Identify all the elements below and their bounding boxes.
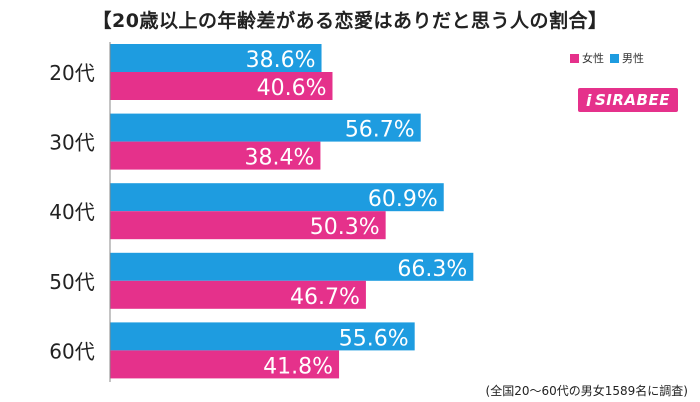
bar-male-1 [110, 113, 421, 142]
sirabee-logo: i SIRABEE [578, 88, 678, 112]
category-label-4: 60代 [49, 339, 94, 363]
category-label-2: 40代 [49, 200, 94, 224]
legend-label-male: 男性 [622, 52, 644, 65]
bar-male-0 [110, 44, 322, 72]
bar-female-4 [110, 350, 340, 379]
legend-item-female: 女性 [570, 50, 604, 66]
data-label-male-1: 56.7% [345, 118, 415, 143]
bar-female-1 [110, 141, 321, 170]
category-label-0: 20代 [49, 61, 94, 85]
logo-text: SIRABEE [595, 91, 670, 109]
chart-title: 【20歳以上の年齢差がある恋愛はありだと思う人の割合】 [92, 10, 608, 32]
data-label-male-4: 55.6% [339, 326, 409, 351]
bar-male-3 [110, 252, 474, 281]
category-label-3: 50代 [49, 270, 94, 294]
legend-swatch-female [570, 53, 579, 63]
legend-swatch-male [610, 53, 619, 63]
bar-male-2 [110, 183, 444, 212]
legend-label-female: 女性 [582, 52, 604, 65]
legend-item-male: 男性 [610, 50, 644, 66]
logo-mark-icon: i [586, 90, 592, 110]
legend: 女性 男性 [570, 50, 644, 66]
data-label-female-0: 40.6% [257, 76, 327, 101]
data-label-male-3: 66.3% [397, 257, 467, 282]
data-label-female-2: 50.3% [310, 215, 380, 240]
category-label-1: 30代 [49, 131, 94, 155]
footnote: (全国20～60代の男女1589名に調査) [485, 384, 688, 398]
bar-male-4 [110, 322, 415, 351]
data-label-female-4: 41.8% [263, 354, 333, 379]
data-label-male-0: 38.6% [246, 48, 316, 73]
bar-female-3 [110, 280, 366, 309]
bar-female-0 [110, 72, 333, 100]
data-label-male-2: 60.9% [368, 187, 438, 212]
data-label-female-1: 38.4% [245, 146, 315, 171]
bar-female-2 [110, 211, 386, 240]
data-label-female-3: 46.7% [290, 285, 360, 310]
